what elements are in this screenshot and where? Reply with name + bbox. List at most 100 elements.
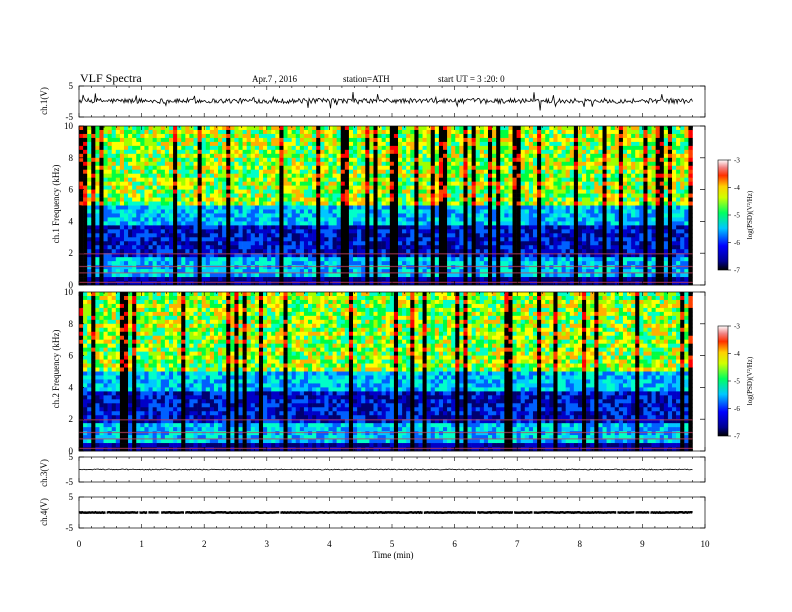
spectrogram-cell [373,174,377,178]
spectrogram-cell [128,265,132,269]
spectrogram-cell [120,182,124,186]
spectrogram-cell [553,146,557,150]
spectrogram-cell [414,146,418,150]
spectrogram-cell [144,265,148,269]
spectrogram-cell [492,154,496,158]
spectrogram-cell [194,245,198,249]
spectrogram-cell [373,202,377,206]
spectrogram-cell [275,245,279,249]
spectrogram-cell [378,162,382,166]
spectrogram-cell [226,233,230,237]
spectrogram-cell [218,182,222,186]
spectrogram-cell [525,225,529,229]
spectrogram-cell [214,233,218,237]
spectrogram-cell [357,182,361,186]
spectrogram-cell [472,166,476,170]
spectrogram-cell [345,237,349,241]
spectrogram-cell [161,229,165,233]
spectrogram-cell [328,146,332,150]
spectrogram-cell [95,190,99,194]
spectrogram-cell [275,225,279,229]
spectrogram-cell [259,174,263,178]
spectrogram-cell [558,166,562,170]
spectrogram-cell [169,170,173,174]
spectrogram-cell [496,221,500,225]
spectrogram-cell [410,194,414,198]
spectrogram-cell [414,126,418,130]
spectrogram-cell [128,221,132,225]
spectrogram-cell [316,198,320,202]
spectrogram-cell [140,225,144,229]
spectrogram-cell [83,273,87,277]
spectrogram-cell [177,166,181,170]
spectrogram-cell [296,237,300,241]
spectrogram-cell [222,182,226,186]
spectrogram-cell [255,130,259,134]
date-label: Apr.7 , 2016 [252,74,298,84]
spectrogram-cell [463,273,467,277]
spectrogram-cell [140,198,144,202]
spectrogram-cell [369,198,373,202]
spectrogram-cell [226,170,230,174]
spectrogram-cell [283,142,287,146]
spectrogram-cell [218,198,222,202]
spectrogram-cell [222,138,226,142]
spectrogram-cell [496,241,500,245]
spectrogram-cell [324,182,328,186]
spectrogram-cell [83,277,87,281]
spectrogram-cell [210,265,214,269]
spectrogram-cell [345,261,349,265]
spectrogram-cell [382,245,386,249]
spectrogram-cell [136,273,140,277]
spectrogram-cell [537,245,541,249]
spectrogram-cell [271,277,275,281]
spectrogram-cell [279,221,283,225]
spectrogram-cell [320,202,324,206]
spectrogram-cell [476,233,480,237]
spectrogram-cell [545,154,549,158]
spectrogram-cell [165,277,169,281]
spectrogram-cell [537,162,541,166]
spectrogram-cell [517,213,521,217]
spectrogram-cell [79,265,83,269]
spectrogram-cell [386,186,390,190]
spectrogram-cell [468,257,472,261]
spectrogram-cell [324,229,328,233]
spectrogram-cell [239,225,243,229]
spectrogram-cell [251,206,255,210]
spectrogram-cell [549,265,553,269]
spectrogram-cell [418,213,422,217]
spectrogram-cell [153,194,157,198]
spectrogram-cell [529,138,533,142]
spectrogram-cell [455,154,459,158]
spectrogram-cell [517,206,521,210]
spectrogram-cell [308,166,312,170]
spectrogram-cell [161,206,165,210]
spectrogram-cell [251,130,255,134]
spectrogram-cell [185,225,189,229]
spectrogram-cell [574,190,578,194]
spectrogram-cell [406,150,410,154]
spectrogram-cell [357,130,361,134]
spectrogram-cell [87,154,91,158]
spectrogram-cell [153,142,157,146]
spectrogram-cell [570,237,574,241]
spectrogram-cell [533,130,537,134]
spectrogram-cell [398,245,402,249]
spectrogram-cell [214,198,218,202]
spectrogram-cell [570,138,574,142]
spectrogram-cell [234,265,238,269]
spectrogram-cell [165,170,169,174]
spectrogram-cell [140,170,144,174]
spectrogram-cell [386,194,390,198]
spectrogram-cell [149,277,153,281]
spectrogram-cell [488,194,492,198]
spectrogram-cell [476,265,480,269]
spectrogram-cell [406,241,410,245]
spectrogram-cell [263,206,267,210]
spectrogram-cell [320,265,324,269]
spectrogram-cell [513,194,517,198]
spectrogram-cell [533,213,537,217]
spectrogram-cell [91,158,95,162]
spectrogram-cell [210,206,214,210]
